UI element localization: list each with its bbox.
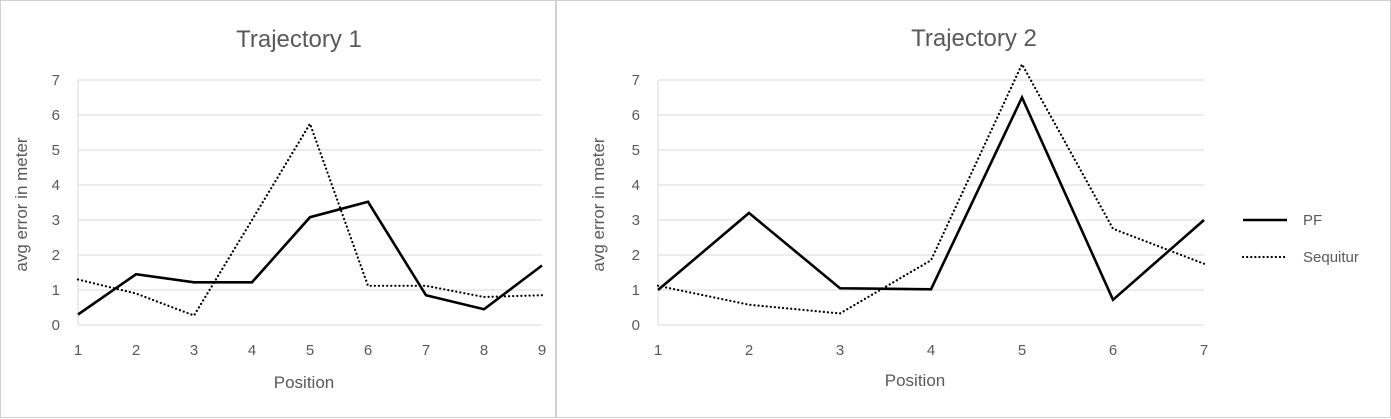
chart-panel-trajectory-2: 0 1 2 3 4 5 6 7 1 2 3 4 5 6 7 Trajectory 2 Position avg e… — [556, 0, 1391, 418]
x-tick-label-5: 5 — [306, 342, 314, 359]
y-tick-label-4: 4 — [632, 177, 640, 194]
series-line-sequitur — [656, 61, 1206, 315]
y-tick-label-2: 2 — [632, 247, 640, 264]
y-tick-label-1: 1 — [632, 282, 640, 299]
y-axis-title: avg error in meter — [589, 137, 608, 271]
x-tick-label-6: 6 — [1109, 342, 1117, 359]
chart-panel-trajectory-1: 0 1 2 3 4 5 6 7 1 2 3 4 5 6 7 8 9 Trajectory 1 Position avg… — [0, 0, 556, 418]
legend-label-sequitur: Sequitur — [1303, 249, 1359, 266]
x-tick-label-1: 1 — [654, 342, 662, 359]
y-tick-label-7: 7 — [52, 72, 60, 89]
y-tick-label-3: 3 — [632, 212, 640, 229]
x-axis-title: Position — [885, 371, 945, 390]
y-tick-label-0: 0 — [632, 317, 640, 334]
x-tick-label-7: 7 — [1200, 342, 1208, 359]
x-tick-label-4: 4 — [927, 342, 935, 359]
y-axis-title: avg error in meter — [12, 137, 31, 271]
y-tick-label-3: 3 — [52, 212, 60, 229]
chart-title: Trajectory 1 — [236, 26, 362, 53]
x-tick-label-3: 3 — [190, 342, 198, 359]
y-tick-label-5: 5 — [632, 142, 640, 159]
x-tick-label-4: 4 — [248, 342, 256, 359]
y-tick-label-6: 6 — [52, 107, 60, 124]
x-tick-label-7: 7 — [422, 342, 430, 359]
x-tick-label-6: 6 — [364, 342, 372, 359]
y-tick-label-0: 0 — [52, 317, 60, 334]
chart-title: Trajectory 2 — [911, 25, 1037, 52]
x-tick-label-2: 2 — [745, 342, 753, 359]
x-tick-label-2: 2 — [132, 342, 140, 359]
x-tick-label-5: 5 — [1018, 342, 1026, 359]
x-tick-label-1: 1 — [74, 342, 82, 359]
x-axis-title: Position — [274, 373, 334, 392]
y-tick-label-7: 7 — [632, 72, 640, 89]
y-tick-label-6: 6 — [632, 107, 640, 124]
x-tick-label-9: 9 — [538, 342, 546, 359]
y-tick-label-1: 1 — [52, 282, 60, 299]
series-line-pf — [657, 94, 1205, 302]
series-line-pf — [77, 200, 543, 316]
y-tick-label-2: 2 — [52, 247, 60, 264]
series-line-sequitur — [76, 121, 544, 317]
x-tick-label-3: 3 — [836, 342, 844, 359]
y-tick-label-4: 4 — [52, 177, 60, 194]
x-tick-label-8: 8 — [480, 342, 488, 359]
y-tick-label-5: 5 — [52, 142, 60, 159]
legend-label-pf: PF — [1303, 212, 1322, 229]
